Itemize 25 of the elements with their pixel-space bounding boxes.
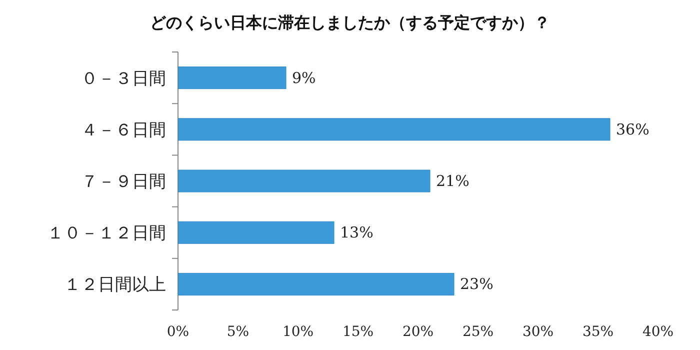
bar (178, 221, 334, 244)
x-tick-label: 40% (642, 324, 674, 340)
data-label: 13% (340, 224, 374, 242)
bar (178, 66, 286, 90)
data-label: 9% (292, 68, 316, 87)
y-tick-label: ４－６日間 (81, 120, 166, 140)
data-label: 23% (460, 275, 494, 294)
data-label: 21% (436, 172, 470, 190)
data-label: 36% (616, 120, 650, 138)
x-tick-label: 15% (342, 324, 374, 340)
x-tick-label: 5% (226, 324, 250, 340)
y-tick-label: ０－３日間 (81, 68, 166, 89)
chart-title: どのくらい日本に滞在しましたか（する予定ですか）？ (150, 13, 550, 32)
x-tick-label: 25% (462, 324, 494, 340)
bar (178, 118, 610, 141)
x-tick-label: 10% (282, 324, 314, 340)
y-tick-label: １０－１２日間 (47, 224, 166, 244)
x-tick-label: 0% (166, 324, 190, 340)
bar (178, 272, 454, 296)
x-tick-label: 35% (582, 324, 614, 340)
bar (178, 170, 430, 192)
y-tick-label: １２日間以上 (64, 275, 166, 296)
x-tick-label: 20% (402, 324, 434, 340)
x-tick-label: 30% (522, 324, 554, 340)
y-tick-label: ７－９日間 (81, 172, 166, 192)
